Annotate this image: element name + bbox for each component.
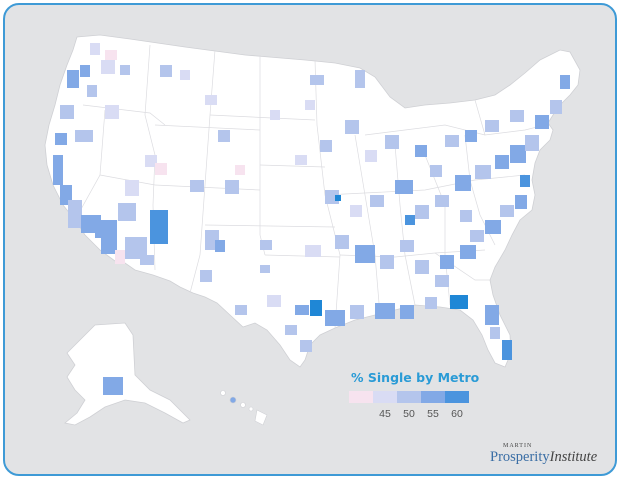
legend-swatch <box>421 391 445 403</box>
metro-areas <box>53 43 570 360</box>
legend-swatch <box>373 391 397 403</box>
legend-swatch <box>445 391 469 403</box>
legend-ticks: 45 50 55 60 <box>349 408 475 422</box>
legend-tick-45: 45 <box>379 408 391 420</box>
alaska-land <box>64 322 191 426</box>
legend-tick-55: 55 <box>427 408 439 420</box>
legend-title: % Single by Metro <box>351 370 480 385</box>
logo-prosperity: Prosperity <box>490 449 550 465</box>
logo-main-text: ProsperityInstitute <box>490 449 597 466</box>
legend-tick-50: 50 <box>403 408 415 420</box>
map-legend: % Single by Metro 45 50 55 60 <box>345 370 480 422</box>
alaska-metro <box>103 377 123 395</box>
state-lines <box>74 44 546 329</box>
legend-swatch <box>349 391 373 403</box>
hawaii-land <box>220 390 268 426</box>
legend-swatches <box>349 391 475 403</box>
logo-institute: Institute <box>549 449 598 465</box>
logo-small-text: MARTIN <box>503 443 533 449</box>
us-metro-map <box>44 34 581 426</box>
legend-tick-60: 60 <box>451 408 463 420</box>
map-frame: % Single by Metro 45 50 55 60 MARTIN Pro… <box>3 3 617 476</box>
legend-swatch <box>397 391 421 403</box>
